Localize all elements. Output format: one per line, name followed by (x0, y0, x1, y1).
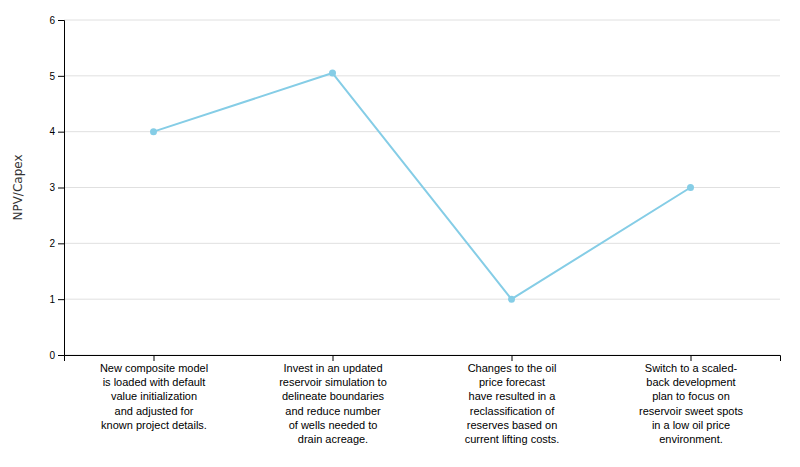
grid (64, 20, 780, 355)
y-axis-title: NPV/Capex (11, 154, 25, 220)
y-tick-label: 5 (49, 71, 55, 82)
y-tick-mark (58, 188, 64, 189)
x-tick-label-line: reclassification of (470, 405, 555, 417)
x-tick-label-line: reservoir sweet spots (639, 405, 743, 417)
grid-line (64, 299, 780, 300)
marks (150, 70, 694, 303)
y-axis: 0 1 2 3 4 5 6 (49, 15, 64, 361)
x-tick-label: Switch to a scaled-back development plan … (639, 362, 743, 446)
y-axis-line (58, 21, 65, 356)
chart: 0 1 2 3 4 5 6 New composite model is loaded with… (0, 0, 800, 467)
x-tick-label-line: reservoir simulation to (279, 376, 387, 388)
x-tick-label-line: in a low oil price (652, 419, 730, 431)
grid-line (64, 20, 780, 21)
x-tick-mark (691, 355, 692, 361)
y-tick-mark (58, 355, 64, 356)
grid-line (64, 131, 780, 132)
x-tick-label: Changes to the oil price forecast have res… (465, 362, 560, 446)
y-tick-mark (58, 299, 64, 300)
x-axis: New composite model is loaded with defaul… (65, 355, 781, 445)
plot: 0 1 2 3 4 5 6 New composite model is loaded with… (11, 15, 781, 446)
x-tick-label-line: environment. (659, 433, 723, 445)
y-tick: 6 (49, 15, 64, 26)
x-tick: Invest in an updated reservoir simulation… (279, 355, 387, 445)
x-tick-label-line: current lifting costs. (465, 433, 560, 445)
point (508, 296, 515, 303)
y-tick-label: 2 (49, 238, 55, 249)
y-tick: 1 (49, 294, 64, 305)
x-tick-mark (333, 355, 334, 361)
point (150, 128, 157, 135)
x-tick-label-line: delineate boundaries (282, 390, 385, 402)
y-tick-mark (58, 132, 64, 133)
x-tick-label-line: Switch to a scaled- (645, 362, 738, 374)
grid-line (64, 75, 780, 76)
y-tick-mark (58, 76, 64, 77)
y-tick: 0 (49, 350, 64, 361)
x-tick-label-line: is loaded with default (103, 376, 206, 388)
y-tick-label: 0 (49, 350, 55, 361)
x-tick-label-line: and reduce number (285, 405, 381, 417)
y-tick-mark (58, 243, 64, 244)
x-tick-mark (512, 355, 513, 361)
grid-line (64, 243, 780, 244)
x-tick: Changes to the oil price forecast have res… (465, 355, 560, 445)
x-axis-line (65, 356, 781, 362)
x-tick-label-line: value initialization (111, 390, 197, 402)
y-tick-label: 6 (49, 15, 55, 26)
x-tick-label: Invest in an updated reservoir simulation… (279, 362, 387, 446)
x-tick-label-line: known project details. (101, 419, 207, 431)
y-tick-label: 4 (49, 126, 55, 137)
x-tick-label-line: reserves based on (467, 419, 558, 431)
x-tick-label-line: New composite model (100, 362, 208, 374)
y-tick: 2 (49, 238, 64, 249)
x-tick-label-line: back development (646, 376, 735, 388)
x-tick-label-line: price forecast (479, 376, 545, 388)
x-tick-label-line: Changes to the oil (468, 362, 557, 374)
x-tick-label-line: and adjusted for (115, 405, 194, 417)
y-tick: 5 (49, 71, 64, 82)
line (154, 73, 691, 299)
x-tick-label-line: have resulted in a (469, 390, 557, 402)
x-tick-label-line: Invest in an updated (283, 362, 382, 374)
x-tick-label-line: plan to focus on (652, 390, 730, 402)
point (329, 70, 336, 77)
x-tick-mark (154, 355, 155, 361)
x-tick-label-line: of wells needed to (289, 419, 378, 431)
y-tick-label: 1 (49, 294, 55, 305)
x-tick: Switch to a scaled-back development plan … (639, 355, 743, 445)
y-tick: 4 (49, 126, 64, 137)
y-tick: 3 (49, 182, 64, 193)
x-tick: New composite model is loaded with defaul… (100, 355, 208, 431)
x-tick-label-line: drain acreage. (298, 433, 368, 445)
point (687, 184, 694, 191)
x-tick-label: New composite model is loaded with defaul… (100, 362, 208, 431)
y-tick-label: 3 (49, 182, 55, 193)
y-tick-mark (58, 20, 64, 21)
